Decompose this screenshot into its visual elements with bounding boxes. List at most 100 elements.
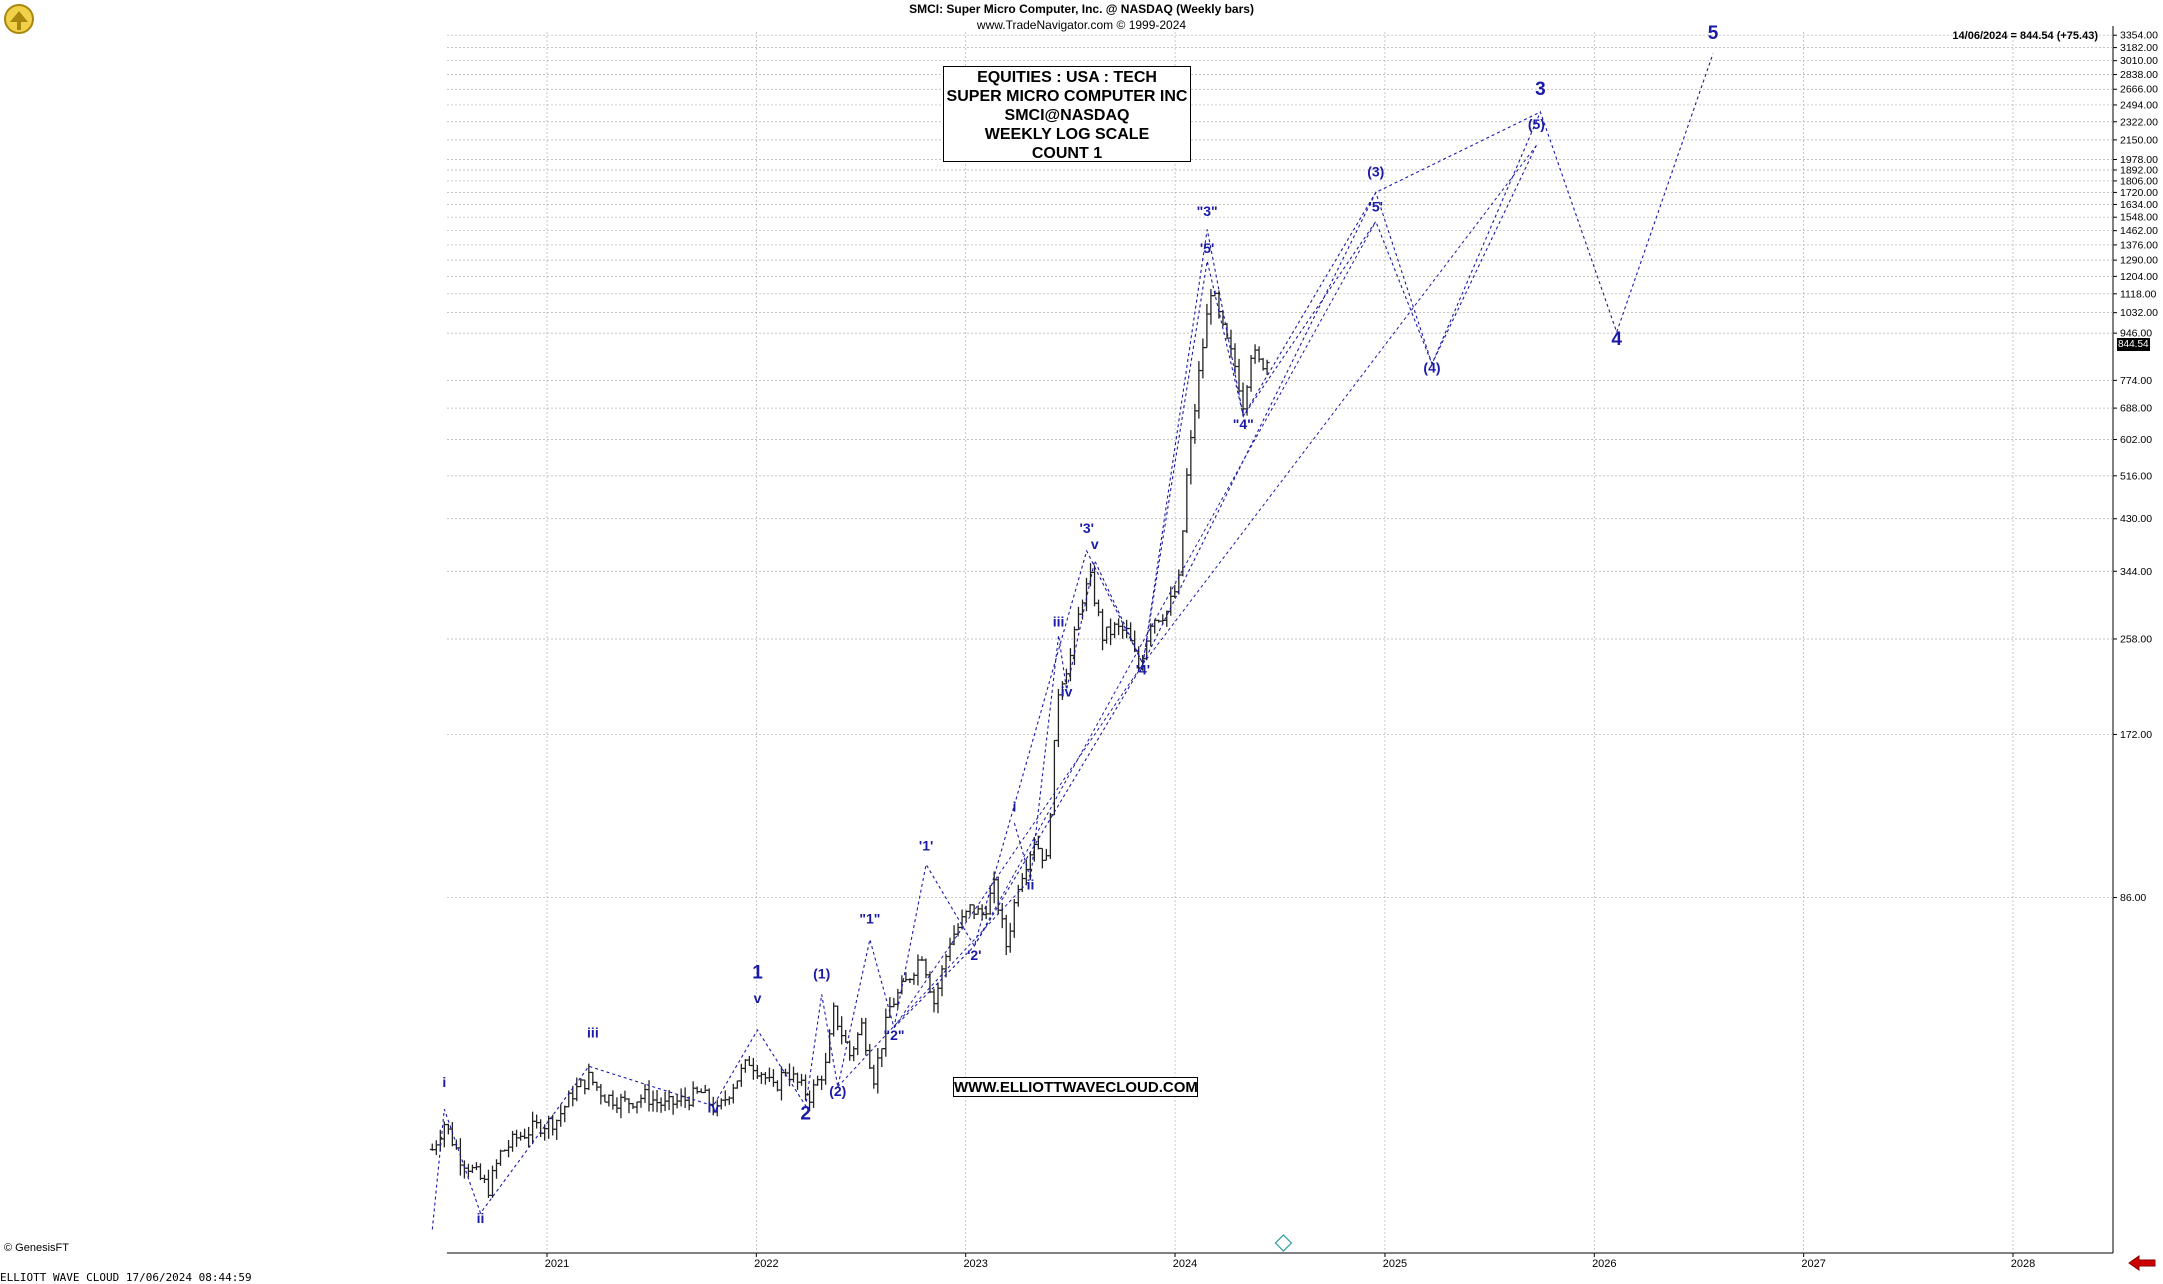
wave-channel-line <box>973 221 1377 947</box>
y-tick-label: 1720.00 <box>2120 187 2158 199</box>
ohlc-bar <box>999 903 1005 929</box>
ohlc-bar <box>1003 914 1009 956</box>
ohlc-bar <box>766 1067 772 1082</box>
y-tick-label: 1806.00 <box>2120 175 2158 187</box>
y-tick-label: 3010.00 <box>2120 55 2158 67</box>
diamond-shape <box>1274 1234 1293 1252</box>
y-tick-label: 1032.00 <box>2120 307 2158 319</box>
wave-label: (2) <box>829 1083 846 1099</box>
y-tick-label: 1978.00 <box>2120 154 2158 166</box>
x-tick-label: 2022 <box>754 1258 778 1270</box>
x-tick-label: 2021 <box>545 1258 569 1270</box>
y-tick-label: 1376.00 <box>2120 239 2158 251</box>
ohlc-bar <box>967 904 973 916</box>
ohlc-bar <box>634 1101 640 1114</box>
ohlc-bar <box>803 1074 809 1101</box>
y-tick-label: 602.00 <box>2120 434 2152 446</box>
y-tick-label: 1634.00 <box>2120 199 2158 211</box>
ohlc-bar <box>847 1040 853 1061</box>
ohlc-bar <box>758 1071 764 1084</box>
chart-subtitle: www.TradeNavigator.com © 1999-2024 <box>976 18 1187 32</box>
ohlc-bar <box>955 923 961 937</box>
ohlc-bar <box>863 1017 869 1056</box>
ohlc-bar <box>1100 608 1106 651</box>
ohlc-bar <box>614 1097 620 1114</box>
y-tick-label: 1548.00 <box>2120 212 2158 224</box>
copyright-label: © GenesisFT <box>4 1242 69 1254</box>
ohlc-bar <box>819 1075 825 1090</box>
ohlc-bar <box>738 1063 744 1087</box>
diamond-marker-icon <box>1274 1234 1293 1252</box>
ohlc-bar <box>1188 430 1194 485</box>
wave-path <box>431 53 1714 1230</box>
wave-label: v <box>1091 536 1099 552</box>
ohlc-bar <box>1180 530 1186 577</box>
y-tick-label: 172.00 <box>2120 729 2152 741</box>
ohlc-bar <box>823 1052 829 1085</box>
x-tick-label: 2026 <box>1592 1258 1616 1270</box>
ohlc-bar <box>562 1105 568 1123</box>
ohlc-bar <box>1264 359 1270 376</box>
ohlc-bar <box>831 1002 837 1037</box>
elliott-wave-paths <box>431 53 1714 1230</box>
ohlc-bar <box>1224 322 1230 340</box>
ohlc-bar <box>746 1056 752 1067</box>
last-value-label: 14/06/2024 = 844.54 (+75.43) <box>1952 30 2098 42</box>
x-tick-label: 2024 <box>1173 1258 1197 1270</box>
x-tick-label: 2025 <box>1383 1258 1407 1270</box>
wave-path <box>1013 145 1537 880</box>
wave-label: '5' <box>1200 240 1214 256</box>
ohlc-bar <box>506 1139 512 1158</box>
ohlc-bar <box>554 1119 560 1140</box>
bull-bear-logo-icon <box>2 2 36 36</box>
y-tick-label: 86.00 <box>2120 892 2146 904</box>
last-price-tag: 844.54 <box>2117 338 2150 351</box>
wave-label: "3" <box>1197 203 1218 219</box>
ohlc-bar <box>1248 355 1254 392</box>
wave-label: iv <box>707 1100 719 1116</box>
ohlc-bar <box>786 1063 792 1087</box>
chart-grid <box>447 26 2114 1254</box>
wave-label: ii <box>1027 877 1035 893</box>
wave-channel-line <box>893 663 1144 1028</box>
x-tick-label: 2028 <box>2011 1258 2035 1270</box>
wave-channel-line <box>837 878 1031 1088</box>
ohlc-bar <box>1184 468 1190 534</box>
ohlc-bar <box>815 1075 821 1086</box>
wave-label: iii <box>587 1024 599 1040</box>
ohlc-bar <box>1108 618 1114 646</box>
ohlc-bar <box>610 1090 616 1110</box>
price-bars <box>429 289 1270 1198</box>
ohlc-bar <box>855 1032 861 1056</box>
ohlc-bar <box>991 871 997 904</box>
ohlc-bar <box>574 1077 580 1102</box>
info-line: EQUITIES : USA : TECH <box>977 69 1157 86</box>
red-arrow-icon[interactable] <box>2127 1254 2157 1272</box>
ohlc-bar <box>469 1164 475 1174</box>
ohlc-bar <box>1200 338 1206 379</box>
wave-label: "4" <box>1233 416 1254 432</box>
wave-label: i <box>1012 798 1016 814</box>
wave-label: (3) <box>1367 164 1384 180</box>
ohlc-bar <box>626 1098 632 1114</box>
info-line: SMCI@NASDAQ <box>1004 107 1130 124</box>
ohlc-bar <box>722 1090 728 1107</box>
ohlc-bar <box>586 1063 592 1091</box>
ohlc-bar <box>971 904 977 920</box>
y-tick-label: 2322.00 <box>2120 116 2158 128</box>
ohlc-bar <box>630 1102 636 1109</box>
ohlc-bar <box>1075 606 1081 631</box>
ohlc-bar <box>1252 344 1258 364</box>
wave-label: (1) <box>813 965 830 981</box>
info-line: SUPER MICRO COMPUTER INC <box>946 88 1188 105</box>
ohlc-bar <box>606 1094 612 1107</box>
ohlc-bar <box>770 1069 776 1087</box>
ohlc-bar <box>494 1159 500 1179</box>
ohlc-bar <box>742 1059 748 1073</box>
ohlc-bar <box>931 988 937 1013</box>
y-tick-label: 2150.00 <box>2120 134 2158 146</box>
ohlc-bar <box>911 972 917 985</box>
ohlc-bar <box>867 1044 873 1070</box>
wave-label: '1' <box>919 838 933 854</box>
